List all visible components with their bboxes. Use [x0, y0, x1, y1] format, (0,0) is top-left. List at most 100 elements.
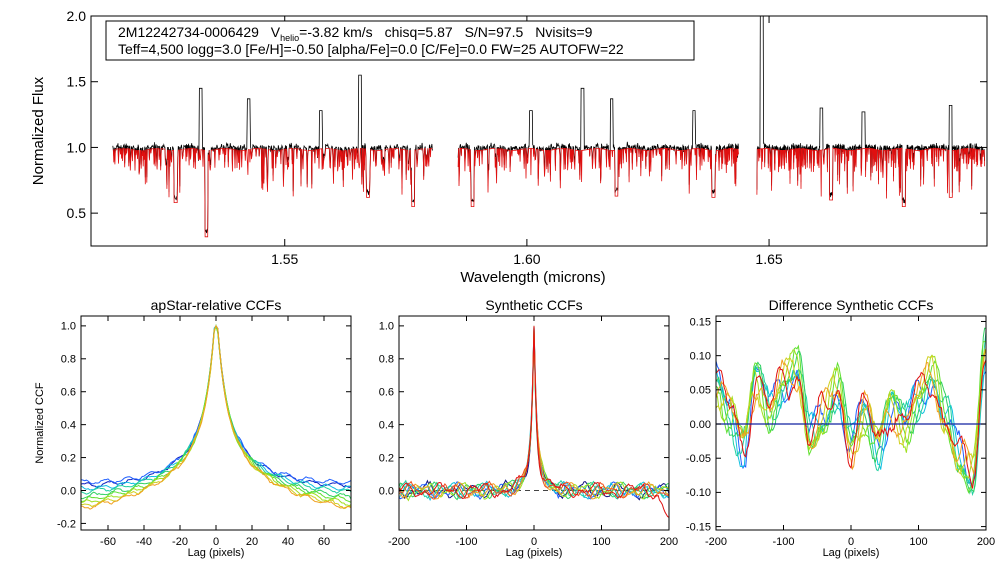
observed-spectrum-line: [457, 87, 739, 202]
x-tick-label: -100: [455, 536, 477, 548]
y-tick-label: 1.0: [61, 321, 76, 333]
difference-ccf-xlabel: Lag (pixels): [823, 547, 880, 559]
y-tick-label: 0.0: [379, 485, 394, 497]
y-tick-label: 0.15: [690, 316, 711, 328]
x-tick-label: -40: [136, 536, 152, 548]
x-tick-label: -100: [772, 536, 794, 548]
difference-ccf-frame: [715, 315, 987, 531]
ccf-series-line: [80, 325, 352, 491]
observed-spectrum-line: [112, 74, 433, 234]
y-tick-label: 1.0: [67, 139, 87, 155]
y-tick-label: 0.10: [690, 351, 711, 363]
spectrum-plot-area: [112, 15, 985, 238]
x-tick-label: -200: [705, 536, 727, 548]
synthetic-ccf-xlabel: Lag (pixels): [506, 547, 563, 559]
annotation-star-id: 2M12242734-0006429: [118, 24, 259, 40]
y-tick-label: 0.6: [379, 387, 394, 399]
annotation-line-2: Teff=4,500 logg=3.0 [Fe/H]=-0.50 [alpha/…: [118, 41, 624, 57]
y-tick-label: 0.5: [67, 205, 87, 221]
apstar-ccf-title: apStar-relative CCFs: [151, 297, 282, 313]
spectrum-panel: 1.55 1.60 1.65 0.5 1.0 1.5 2.0 2M12242734-0006…: [30, 8, 988, 286]
y-tick-label: 0.05: [690, 385, 711, 397]
annotation-frame: [105, 20, 695, 61]
y-tick-label: 0.6: [61, 387, 76, 399]
difference-series-line: [715, 348, 987, 475]
apstar-ccf-axes: -60 -40 -20 0 20 40 60 -0.2 0.0 0.2 0.4 0.6 0.8 1.0: [57, 316, 351, 548]
synthetic-ccf-title: Synthetic CCFs: [485, 297, 582, 313]
ccf-series-line: [80, 324, 352, 485]
x-tick-label: 40: [282, 536, 294, 548]
ccf-series-line: [80, 324, 352, 500]
annotation-vhelio-subscript: helio: [280, 33, 299, 43]
x-tick-label: 60: [318, 536, 330, 548]
x-tick-label: 1.65: [755, 251, 782, 267]
x-tick-label: 100: [909, 536, 927, 548]
y-tick-label: 0.2: [379, 452, 394, 464]
difference-ccf-plot-area: [715, 327, 987, 497]
spectrum-xlabel: Wavelength (microns): [460, 269, 605, 286]
y-tick-label: 0.2: [61, 452, 76, 464]
annotation-line-1: 2M12242734-0006429 Vhelio=-3.82 km/s chi…: [118, 24, 593, 43]
x-tick-label: 0: [531, 536, 537, 548]
spectrum-ylabel: Normalized Flux: [30, 76, 47, 185]
x-tick-label: -20: [172, 536, 188, 548]
synthetic-ccf-frame: [398, 315, 670, 531]
difference-series-line: [715, 359, 987, 489]
x-tick-label: 200: [660, 536, 678, 548]
spectrum-annotation-box: 2M12242734-0006429 Vhelio=-3.82 km/s chi…: [105, 20, 695, 61]
y-tick-label: -0.2: [57, 518, 76, 530]
annotation-chisq: chisq=5.87: [385, 24, 453, 40]
difference-ccf-title: Difference Synthetic CCFs: [769, 297, 934, 313]
ccf-series-line: [80, 323, 352, 503]
x-tick-label: -200: [388, 536, 410, 548]
ccf-series-line: [80, 324, 352, 510]
apstar-ccf-xlabel: Lag (pixels): [188, 547, 245, 559]
y-tick-label: 2.0: [67, 8, 87, 24]
y-tick-label: 1.0: [379, 321, 394, 333]
y-tick-label: 1.5: [67, 74, 87, 90]
synthetic-ccf-panel: Synthetic CCFs -200 -100 0 100 200 0.0 0.2 0.4 0…: [379, 297, 678, 559]
ccf-series-line: [398, 332, 670, 501]
apstar-ccf-panel: apStar-relative CCFs -60 -40 -20 0 20 40 60 -0.…: [34, 297, 352, 559]
ccf-series-line: [398, 325, 670, 500]
spectrum-frame: [90, 15, 988, 247]
apstar-ccf-frame: [80, 315, 352, 531]
difference-series-line: [715, 327, 986, 495]
y-tick-label: 0.8: [379, 354, 394, 366]
annotation-vhelio-value: =-3.82 km/s: [299, 24, 373, 40]
ccf-series-line: [80, 324, 352, 489]
difference-series-line: [715, 341, 987, 494]
x-tick-label: 0: [848, 536, 854, 548]
x-tick-label: 1.55: [271, 251, 298, 267]
ccf-series-line: [80, 324, 352, 495]
x-tick-label: 100: [592, 536, 610, 548]
x-tick-label: -60: [100, 536, 116, 548]
x-tick-label: 1.60: [513, 251, 540, 267]
x-tick-label: 20: [246, 536, 258, 548]
annotation-nvisits: Nvisits=9: [535, 24, 592, 40]
y-tick-label: -0.05: [686, 453, 711, 465]
ccf-series-line: [80, 324, 352, 507]
difference-ccf-panel: Difference Synthetic CCFs -200 -100 0 100 20…: [686, 297, 995, 559]
y-tick-label: 0.00: [690, 419, 711, 431]
annotation-sn: S/N=97.5: [465, 24, 524, 40]
apstar-ccf-plot-area: [80, 323, 352, 510]
synthetic-ccf-axes: -200 -100 0 100 200 0.0 0.2 0.4 0.6 0.8 1.0: [379, 316, 678, 548]
model-spectrum-line: [112, 147, 433, 238]
apstar-ccf-ylabel: Normalized CCF: [34, 382, 46, 464]
x-tick-label: 0: [213, 536, 219, 548]
y-tick-label: 0.4: [379, 419, 394, 431]
model-spectrum-line: [756, 147, 985, 208]
spectrum-axes: 1.55 1.60 1.65 0.5 1.0 1.5 2.0: [67, 8, 987, 267]
ccf-series-line: [398, 326, 670, 518]
y-tick-label: -0.15: [686, 521, 711, 533]
difference-series-line: [715, 347, 987, 481]
model-spectrum-line: [457, 147, 739, 208]
annotation-vhelio-label: V: [271, 24, 281, 40]
y-tick-label: 0.4: [61, 419, 76, 431]
x-tick-label: 200: [977, 536, 995, 548]
y-tick-label: 0.0: [61, 485, 76, 497]
synthetic-ccf-plot-area: [398, 325, 670, 518]
y-tick-label: 0.8: [61, 354, 76, 366]
